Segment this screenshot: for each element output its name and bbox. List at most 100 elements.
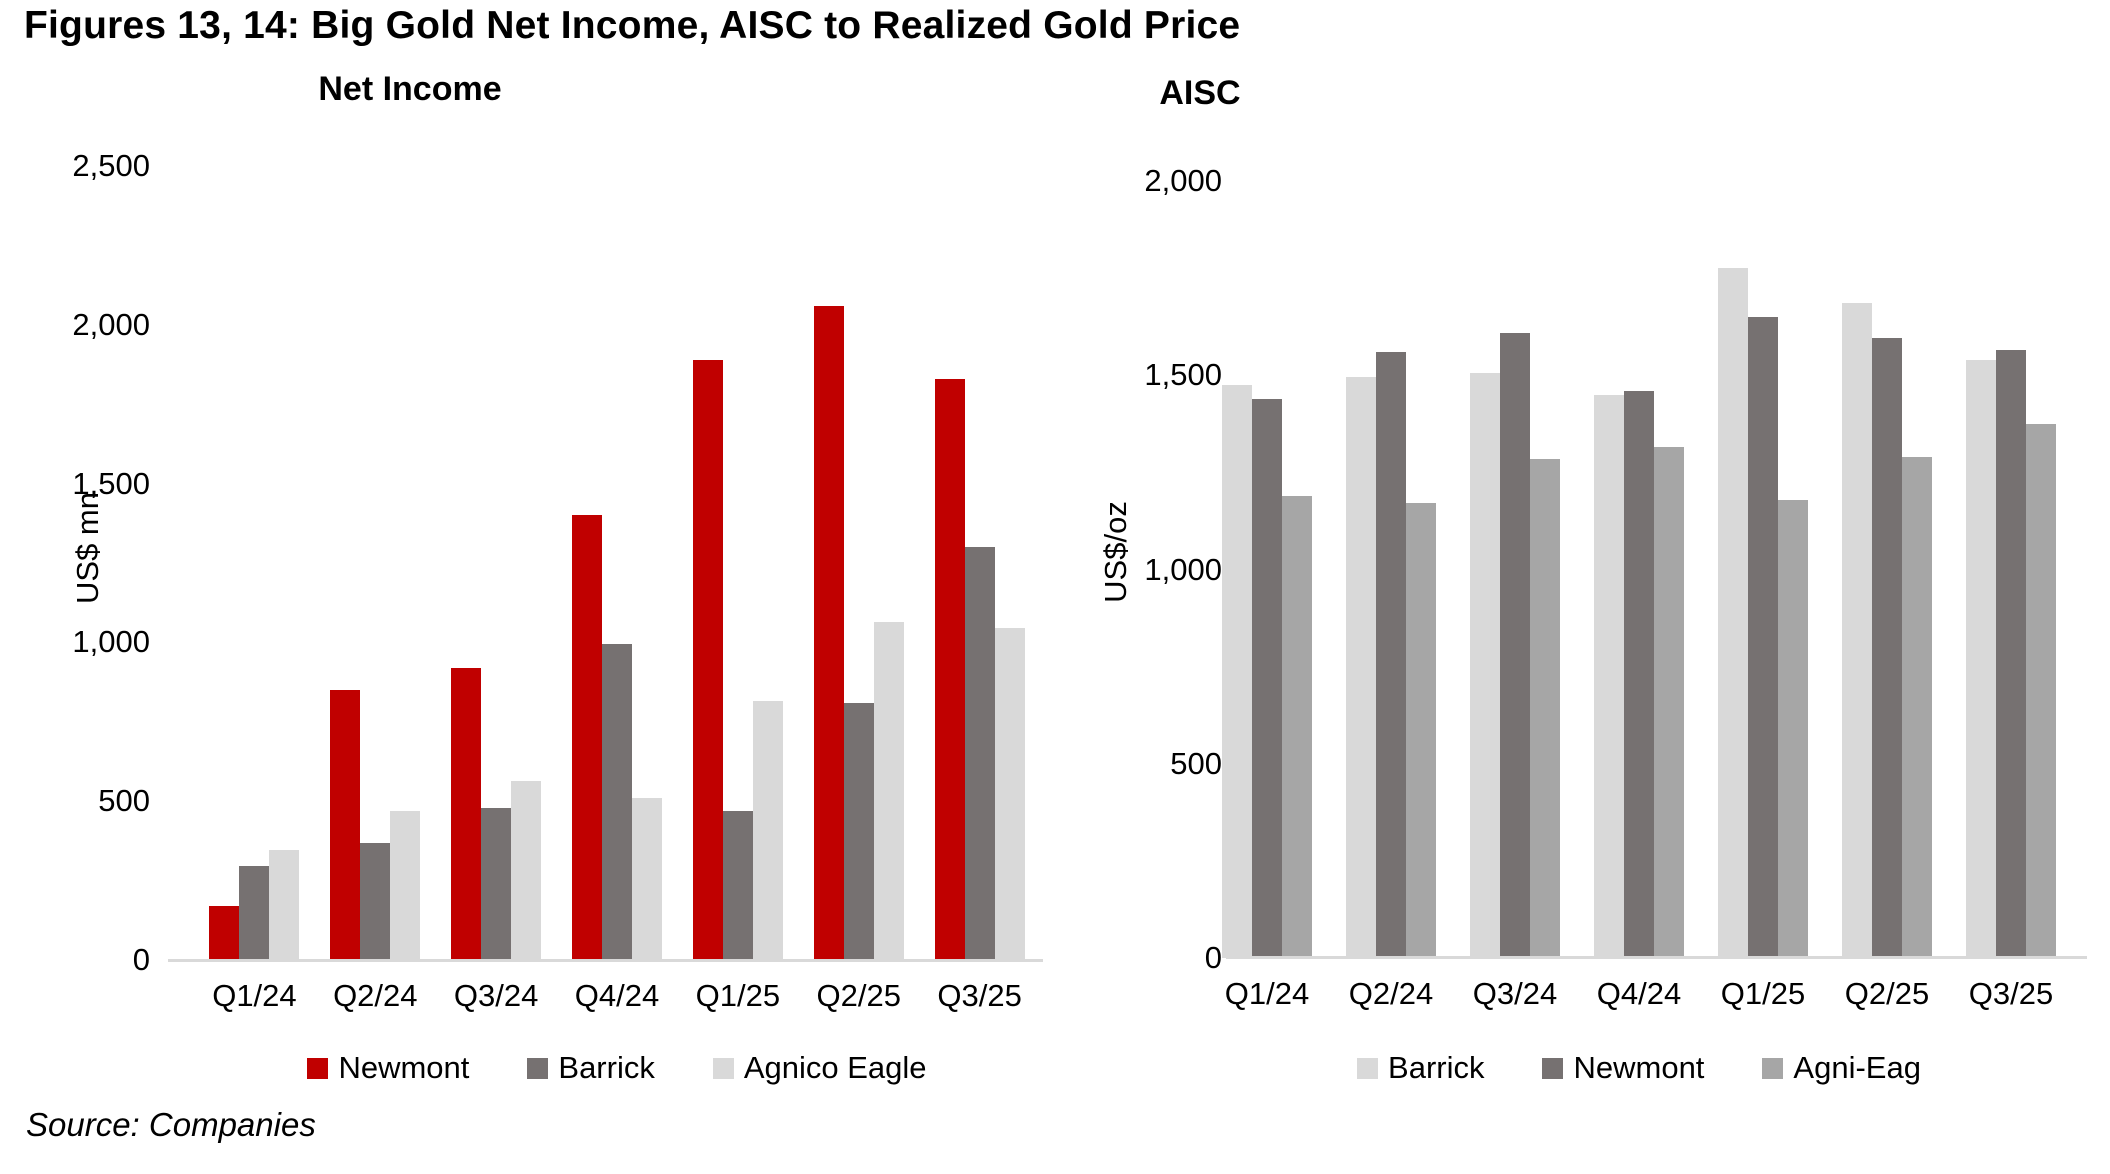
bar-barrick-q2-24 xyxy=(360,842,391,960)
legend-swatch-barrick xyxy=(527,1057,549,1079)
bar-barrick-q1-25 xyxy=(1718,268,1748,958)
legend-swatch-newmont xyxy=(1542,1057,1564,1079)
bar-newmont-q2-25 xyxy=(813,305,844,960)
x-tick-label-q3-24: Q3/24 xyxy=(453,978,539,1013)
x-tick-label-q2-24: Q2/24 xyxy=(1348,976,1434,1011)
y-tick-label-500: 500 xyxy=(98,783,150,819)
bar-agnico-eagle-q2-25 xyxy=(873,621,904,960)
bar-group-q3-25 xyxy=(919,166,1040,960)
y-tick-label-2-000: 2,000 xyxy=(72,306,150,342)
legend-item-barrick: Barrick xyxy=(527,1050,655,1086)
bar-barrick-q4-24 xyxy=(1594,394,1624,958)
bar-group-q1-24 xyxy=(1205,181,1329,958)
x-tick-label-q1-24: Q1/24 xyxy=(212,978,297,1013)
y-tick-label-2-500: 2,500 xyxy=(72,148,150,183)
legend-label-barrick: Barrick xyxy=(1388,1050,1485,1085)
net-income-chart-title: Net Income xyxy=(318,70,502,108)
y-tick-label-1-000: 1,000 xyxy=(1144,551,1222,587)
x-tick-label-q2-25: Q2/25 xyxy=(1844,976,1930,1011)
y-tick-label-2-000: 2,000 xyxy=(1144,163,1222,198)
legend-item-newmont: Newmont xyxy=(307,1050,469,1086)
legend-label-barrick: Barrick xyxy=(558,1050,655,1085)
bar-newmont-q2-24 xyxy=(330,690,361,960)
bar-group-q1-25 xyxy=(677,166,798,960)
legend-label-newmont: Newmont xyxy=(338,1050,470,1085)
bar-newmont-q3-25 xyxy=(1996,350,2026,958)
y-tick-label-0: 0 xyxy=(1204,940,1222,975)
bar-newmont-q1-24 xyxy=(209,906,240,960)
net-income-legend: Newmont Barrick Agnico Eagle xyxy=(194,1050,1040,1086)
bar-group-q1-24 xyxy=(194,166,315,960)
x-tick-label-q2-24: Q2/24 xyxy=(333,978,418,1013)
x-tick-label-q1-24: Q1/24 xyxy=(1224,976,1310,1011)
x-tick-label-q3-24: Q3/24 xyxy=(1472,976,1558,1011)
bar-barrick-q3-25 xyxy=(1966,359,1996,958)
bar-group-q2-24 xyxy=(315,166,436,960)
bar-agni-eag-q3-24 xyxy=(1530,458,1560,958)
legend-item-agni-eag: Agni-Eag xyxy=(1762,1050,1921,1086)
bar-agni-eag-q1-25 xyxy=(1778,499,1808,958)
bar-agnico-eagle-q1-24 xyxy=(269,850,300,960)
net-income-plot-area xyxy=(194,166,1040,960)
bar-agni-eag-q1-24 xyxy=(1282,495,1312,958)
bar-newmont-q1-25 xyxy=(692,359,723,960)
bar-barrick-q3-25 xyxy=(964,547,995,960)
legend-label-newmont: Newmont xyxy=(1573,1050,1705,1085)
bar-agni-eag-q3-25 xyxy=(2026,423,2056,958)
x-tick-label-q3-25: Q3/25 xyxy=(937,978,1022,1013)
bar-group-q4-24 xyxy=(1577,181,1701,958)
aisc-legend: Barrick Newmont Agni-Eag xyxy=(1205,1050,2073,1086)
bar-group-q2-25 xyxy=(798,166,919,960)
legend-item-newmont: Newmont xyxy=(1542,1050,1704,1086)
bar-group-q3-25 xyxy=(1949,181,2073,958)
y-tick-label-500: 500 xyxy=(1170,745,1222,781)
y-tick-label-1-500: 1,500 xyxy=(72,465,150,501)
legend-swatch-barrick xyxy=(1357,1057,1379,1079)
bar-barrick-q2-25 xyxy=(843,702,874,960)
bar-barrick-q3-24 xyxy=(1470,373,1500,958)
bar-barrick-q2-25 xyxy=(1842,303,1872,958)
bar-agni-eag-q2-25 xyxy=(1902,456,1932,958)
bar-newmont-q2-25 xyxy=(1872,338,1902,958)
bar-newmont-q4-24 xyxy=(572,515,602,960)
y-tick-label-0: 0 xyxy=(132,942,150,977)
bar-group-q2-25 xyxy=(1825,181,1949,958)
bar-newmont-q3-25 xyxy=(934,378,965,960)
legend-swatch-agni-eag xyxy=(1762,1057,1784,1079)
x-tick-label-q4-24: Q4/24 xyxy=(574,978,660,1013)
bar-agnico-eagle-q3-24 xyxy=(511,780,542,960)
bar-agnico-eagle-q4-24 xyxy=(632,798,662,960)
bar-agnico-eagle-q1-25 xyxy=(752,701,783,960)
bar-barrick-q1-24 xyxy=(1222,384,1252,958)
bar-group-q1-25 xyxy=(1701,181,1825,958)
bar-agnico-eagle-q2-24 xyxy=(390,810,421,960)
x-tick-label-q1-25: Q1/25 xyxy=(1720,976,1806,1011)
aisc-chart-title: AISC xyxy=(1159,74,1241,112)
bar-barrick-q2-24 xyxy=(1346,377,1376,958)
legend-label-agni-eag: Agni-Eag xyxy=(1793,1050,1921,1085)
bar-barrick-q1-25 xyxy=(722,810,753,960)
bar-newmont-q4-24 xyxy=(1624,390,1654,958)
y-tick-label-1-000: 1,000 xyxy=(72,624,150,660)
net-income-x-axis-line xyxy=(168,959,1043,962)
legend-item-barrick: Barrick xyxy=(1357,1050,1484,1086)
bar-barrick-q1-24 xyxy=(239,866,270,960)
legend-swatch-newmont xyxy=(307,1057,329,1079)
x-tick-label-q2-25: Q2/25 xyxy=(816,978,901,1013)
x-tick-label-q4-24: Q4/24 xyxy=(1596,976,1682,1011)
source-note: Source: Companies xyxy=(26,1106,316,1143)
legend-label-agnico-eagle: Agnico Eagle xyxy=(743,1050,927,1085)
bar-group-q4-24 xyxy=(557,166,678,960)
bar-barrick-q3-24 xyxy=(481,807,512,960)
bar-newmont-q3-24 xyxy=(451,667,482,960)
aisc-x-axis-labels: Q1/24 Q2/24 Q3/24 Q4/24 Q1/25 Q2/25 Q3/25 xyxy=(1205,976,2073,1012)
legend-item-agnico-eagle: Agnico Eagle xyxy=(712,1050,927,1086)
net-income-x-axis-labels: Q1/24 Q2/24 Q3/24 Q4/24 Q1/25 Q2/25 Q3/25 xyxy=(194,978,1040,1014)
bar-newmont-q1-25 xyxy=(1748,316,1778,958)
x-tick-label-q1-25: Q1/25 xyxy=(695,978,781,1013)
bar-agnico-eagle-q3-25 xyxy=(994,628,1025,960)
bar-agni-eag-q4-24 xyxy=(1654,447,1684,958)
x-tick-label-q3-25: Q3/25 xyxy=(1968,976,2054,1011)
